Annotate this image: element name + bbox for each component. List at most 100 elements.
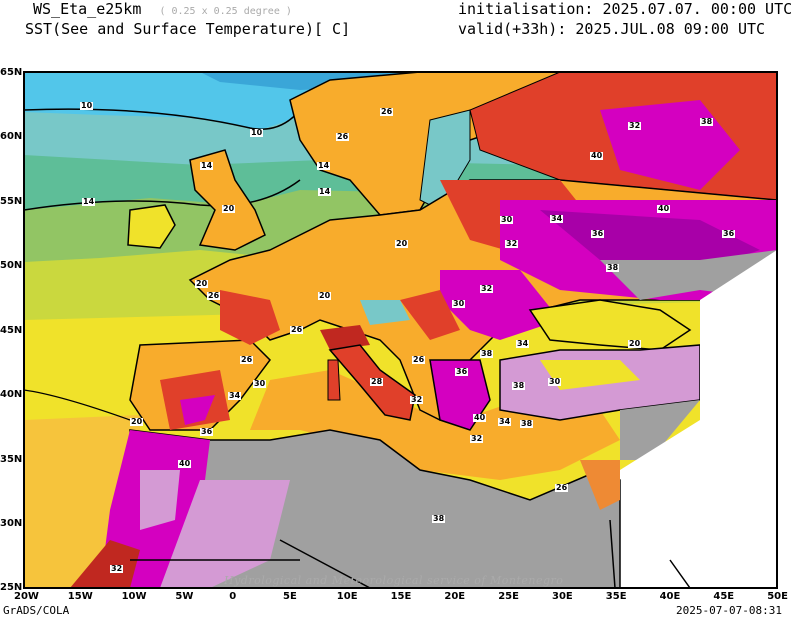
watermark: Hydrological and Meteorological service … <box>224 574 564 587</box>
contour-label: 32 <box>505 239 519 248</box>
lat-label: 55N <box>0 196 23 207</box>
contour-label: 30 <box>500 215 514 224</box>
contour-label: 36 <box>200 427 214 436</box>
contour-label: 32 <box>628 121 642 130</box>
lat-label: 60N <box>0 131 23 142</box>
lon-label: 25E <box>498 591 519 602</box>
contour-label: 26 <box>207 291 221 300</box>
algeria-mild <box>160 480 290 588</box>
lon-label: 5W <box>175 591 194 602</box>
hot-region-hungary <box>400 290 460 340</box>
contour-label: 20 <box>130 417 144 426</box>
contour-label: 14 <box>318 187 332 196</box>
lon-label: 20E <box>444 591 466 602</box>
contour-label: 14 <box>200 161 214 170</box>
contour-label: 38 <box>520 419 534 428</box>
contour-20-atlantic <box>24 389 131 421</box>
software-credit: GrADS/COLA <box>3 604 70 617</box>
contour-label: 20 <box>628 339 642 348</box>
contour-label: 36 <box>591 229 605 238</box>
contour-label: 26 <box>336 132 350 141</box>
contour-label: 40 <box>178 459 192 468</box>
lon-label: 50E <box>767 591 788 602</box>
lon-label: 15W <box>67 591 93 602</box>
contour-label: 28 <box>370 377 384 386</box>
contour-label: 36 <box>722 229 736 238</box>
hottest-region <box>540 210 760 270</box>
lat-label: 50N <box>0 260 23 271</box>
contour-label: 14 <box>82 197 96 206</box>
resolution-label: ( 0.25 x 0.25 degree ) <box>159 6 292 17</box>
alps-cool <box>360 300 410 325</box>
contour-label: 38 <box>480 349 494 358</box>
contour-label: 20 <box>318 291 332 300</box>
contour-label: 38 <box>700 117 714 126</box>
contour-label: 10 <box>80 101 94 110</box>
outside-domain <box>620 250 777 588</box>
contour-label: 34 <box>516 339 530 348</box>
model-title: WS_Eta_e25km <box>33 0 142 18</box>
sahara-west-hot <box>70 540 140 588</box>
lat-label: 30N <box>0 518 23 529</box>
contour-label: 32 <box>470 434 484 443</box>
hot-region-balkans <box>440 270 560 340</box>
contour-14 <box>24 179 301 211</box>
contour-label: 36 <box>455 367 469 376</box>
contour-label: 40 <box>473 413 487 422</box>
hot-region-france <box>220 290 280 345</box>
lon-label: 45E <box>713 591 735 602</box>
sardinia <box>327 359 341 401</box>
lon-label: 15E <box>390 591 412 602</box>
contour-label: 26 <box>290 325 304 334</box>
contour-label: 30 <box>548 377 562 386</box>
contour-label: 26 <box>412 355 426 364</box>
lon-label: 10W <box>121 591 147 602</box>
model-name: WS_Eta_e25km ( 0.25 x 0.25 degree ) <box>33 0 292 18</box>
contour-label: 10 <box>250 128 264 137</box>
contour-label: 38 <box>432 514 446 523</box>
lat-label: 25N <box>0 582 23 593</box>
contour-label: 32 <box>480 284 494 293</box>
ireland <box>127 204 176 249</box>
mediterranean-sea <box>250 370 620 480</box>
contour-label: 20 <box>222 204 236 213</box>
contour-label: 40 <box>590 151 604 160</box>
lon-label: 20W <box>14 591 39 602</box>
map-frame <box>23 71 778 589</box>
contour-label: 32 <box>410 395 424 404</box>
contour-label: 30 <box>253 379 267 388</box>
morocco-mild <box>140 470 180 530</box>
contour-label: 34 <box>550 214 564 223</box>
contour-label: 26 <box>555 483 569 492</box>
initialisation-time: initialisation: 2025.07.07. 00:00 UTC <box>458 0 793 18</box>
contour-label: 26 <box>380 107 394 116</box>
great-britain <box>189 149 266 251</box>
contour-label: 40 <box>657 204 671 213</box>
border-lines <box>279 519 691 588</box>
contour-label: 32 <box>110 564 124 573</box>
lon-label: 40E <box>659 591 681 602</box>
lon-label: 0 <box>229 591 237 602</box>
lon-label: 35E <box>605 591 627 602</box>
lat-label: 40N <box>0 389 23 400</box>
contour-label: 20 <box>195 279 209 288</box>
contour-label: 34 <box>498 417 512 426</box>
black-sea <box>528 299 692 351</box>
contour-label: 30 <box>452 299 466 308</box>
nile-region <box>580 460 620 510</box>
contour-label: 14 <box>317 161 331 170</box>
lon-label: 10E <box>336 591 358 602</box>
contour-label: 38 <box>606 263 620 272</box>
generation-timestamp: 2025-07-07-08:31 <box>676 604 782 617</box>
lat-label: 65N <box>0 67 23 78</box>
contour-label: 38 <box>512 381 526 390</box>
contour-label: 20 <box>395 239 409 248</box>
contour-label: 26 <box>240 355 254 364</box>
contour-label: 34 <box>228 391 242 400</box>
lat-label: 45N <box>0 325 23 336</box>
po-valley <box>320 325 370 350</box>
lon-label: 5E <box>283 591 297 602</box>
lon-label: 30E <box>552 591 573 602</box>
